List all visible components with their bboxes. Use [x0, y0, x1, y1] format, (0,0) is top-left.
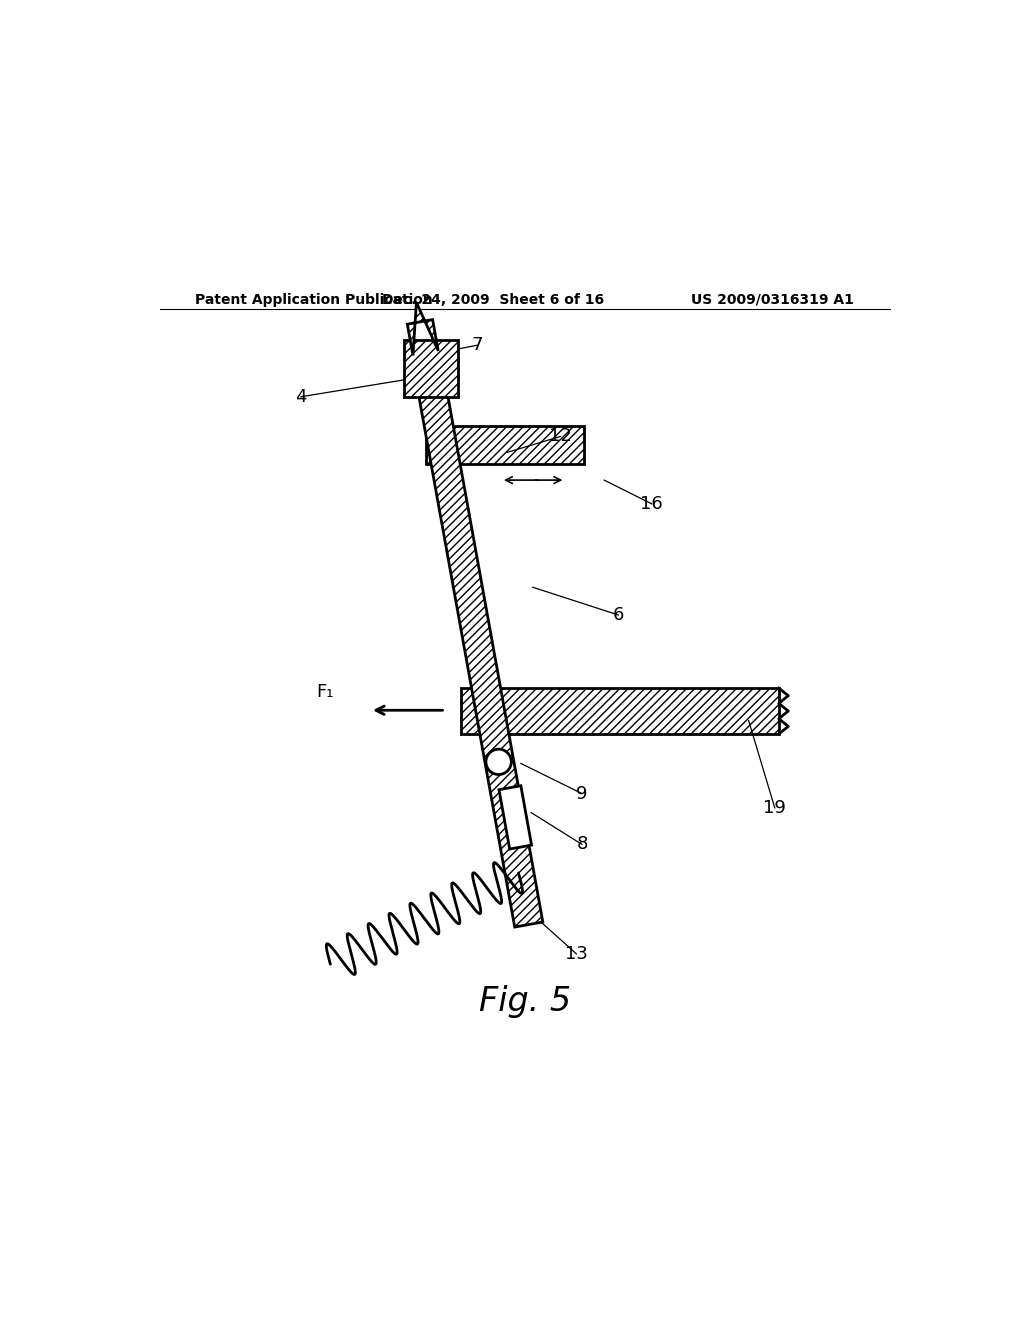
- Polygon shape: [412, 351, 543, 927]
- Text: 12: 12: [549, 428, 572, 445]
- Text: 8: 8: [577, 836, 588, 853]
- Text: 4: 4: [295, 388, 307, 405]
- Text: Patent Application Publication: Patent Application Publication: [196, 293, 433, 308]
- Text: 6: 6: [612, 606, 625, 624]
- Text: 9: 9: [577, 784, 588, 803]
- Text: Dec. 24, 2009  Sheet 6 of 16: Dec. 24, 2009 Sheet 6 of 16: [382, 293, 604, 308]
- Polygon shape: [499, 785, 531, 849]
- Text: Fig. 5: Fig. 5: [479, 985, 570, 1018]
- Bar: [404, 339, 458, 397]
- Text: 7: 7: [471, 337, 483, 354]
- Text: US 2009/0316319 A1: US 2009/0316319 A1: [691, 293, 854, 308]
- Bar: [426, 426, 585, 465]
- Text: 16: 16: [640, 495, 664, 513]
- Polygon shape: [408, 302, 438, 355]
- Text: 19: 19: [763, 799, 786, 817]
- Text: 13: 13: [565, 945, 588, 962]
- Text: F₁: F₁: [316, 682, 334, 701]
- Bar: [461, 688, 779, 734]
- Circle shape: [486, 750, 511, 775]
